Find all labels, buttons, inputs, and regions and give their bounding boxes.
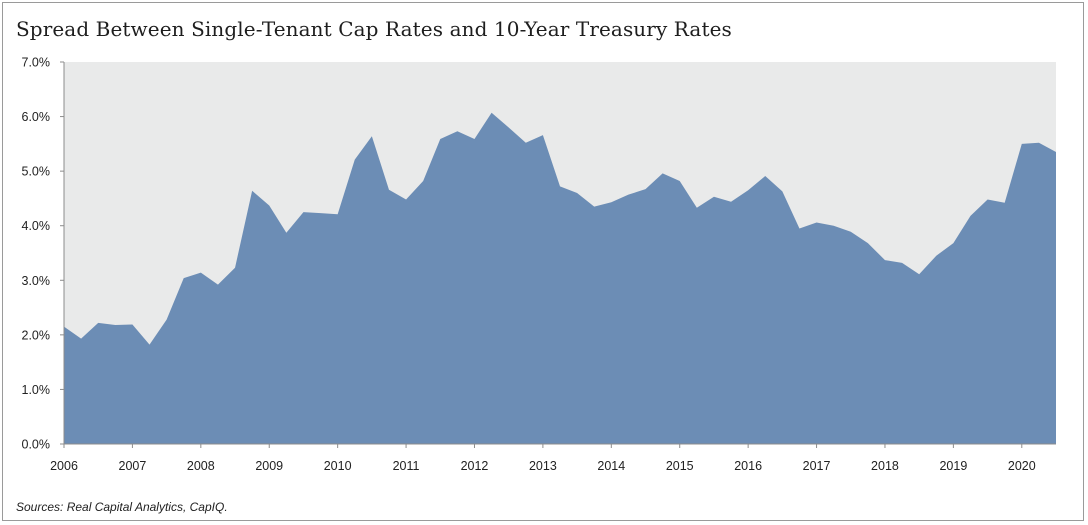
x-tick-label: 2006 [50,459,78,473]
y-tick-label: 2.0% [22,328,51,342]
y-tick-label: 1.0% [22,383,51,397]
x-tick-label: 2014 [597,459,625,473]
x-tick-label: 2015 [666,459,694,473]
y-tick-label: 6.0% [22,110,51,124]
x-tick-label: 2017 [803,459,831,473]
y-axis-ticks: 0.0% 1.0% 2.0% 3.0% 4.0% 5.0% 6.0% 7.0% [22,56,64,452]
x-tick-label: 2007 [119,459,147,473]
chart-title: Spread Between Single-Tenant Cap Rates a… [16,17,732,41]
x-tick-label: 2013 [529,459,557,473]
x-tick-label: 2010 [324,459,352,473]
spread-area [64,112,1056,444]
source-note: Sources: Real Capital Analytics, CapIQ. [16,500,228,514]
x-tick-label: 2016 [734,459,762,473]
x-tick-label: 2009 [255,459,283,473]
x-tick-label: 2012 [461,459,489,473]
x-axis-ticks: 2006 2007 2008 2009 2010 2011 2012 2013 2014 2015… [50,444,1036,473]
x-tick-label: 2011 [393,459,420,473]
y-tick-label: 5.0% [22,165,51,179]
y-tick-label: 3.0% [22,274,51,288]
y-tick-label: 7.0% [22,56,51,70]
x-tick-label: 2019 [939,459,967,473]
x-tick-label: 2008 [187,459,215,473]
y-tick-label: 4.0% [22,219,51,233]
y-tick-label: 0.0% [22,438,51,452]
x-tick-label: 2020 [1008,459,1036,473]
x-tick-label: 2018 [871,459,899,473]
